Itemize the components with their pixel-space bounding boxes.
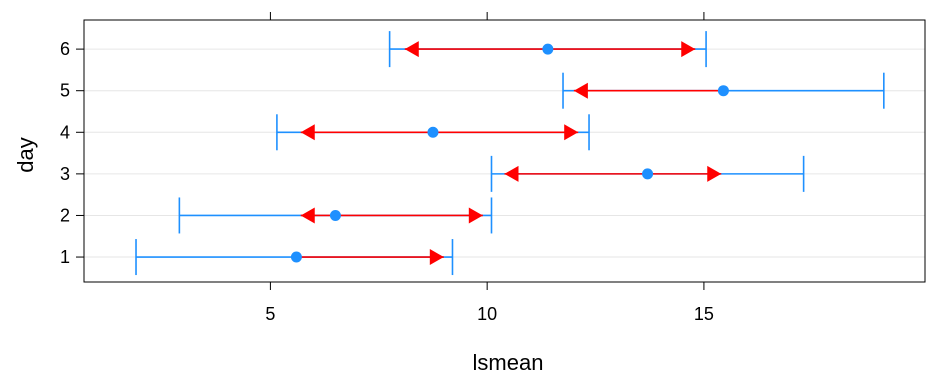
comparison-arrow-right [707, 165, 722, 182]
comparison-arrow-right [468, 207, 483, 224]
y-axis-label: day [13, 137, 38, 172]
comparison-arrow-left [404, 41, 419, 58]
plot-frame [83, 19, 926, 283]
comparison-arrow-right [564, 124, 579, 141]
y-tick-label: 6 [60, 39, 70, 59]
lsmean-point [329, 209, 341, 221]
y-tick-label: 1 [60, 247, 70, 267]
comparison-arrow-left [504, 165, 519, 182]
comparison-arrow-right [429, 249, 444, 266]
comparison-arrow-right [681, 41, 696, 58]
x-tick-label: 10 [477, 304, 497, 324]
lsmean-point [542, 43, 554, 55]
lsmean-point [290, 251, 302, 263]
x-tick-label: 5 [265, 304, 275, 324]
lsmean-point [642, 168, 654, 180]
y-tick-label: 5 [60, 81, 70, 101]
lsmean-point [427, 126, 439, 138]
gridlines [84, 48, 925, 258]
comparison-arrow-left [573, 82, 588, 99]
y-tick-label: 2 [60, 205, 70, 225]
intervals [135, 31, 885, 276]
lsmean-point [717, 85, 729, 97]
x-tick-label: 15 [694, 304, 714, 324]
y-tick-label: 3 [60, 164, 70, 184]
x-axis-label: lsmean [473, 350, 544, 375]
comparison-arrow-left [300, 207, 315, 224]
axes: 5 10 15 1 2 3 4 5 6 [60, 12, 926, 324]
y-tick-label: 4 [60, 122, 70, 142]
comparison-arrow-left [300, 124, 315, 141]
